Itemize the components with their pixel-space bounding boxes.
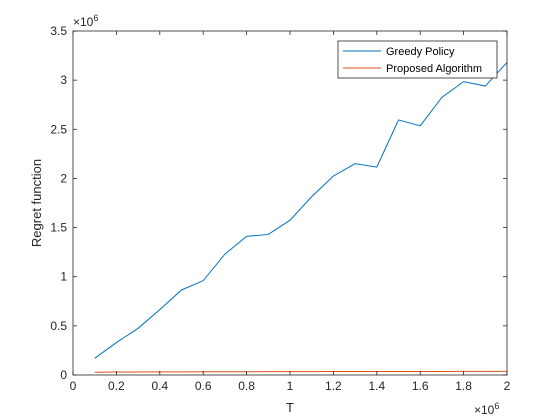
y-tick-label: 3.5	[50, 24, 67, 38]
series-layer	[94, 62, 508, 373]
x-tick-label: 0.4	[151, 379, 168, 393]
x-exponent-base: ×10	[474, 403, 495, 417]
series-line-greedy-policy	[94, 62, 508, 359]
y-tick-label: 1	[60, 270, 67, 284]
x-tick-label: 0.2	[108, 379, 125, 393]
x-axis-exponent: ×106	[474, 401, 499, 417]
legend: Greedy Policy Proposed Algorithm	[337, 40, 498, 79]
y-tick-label: 0.5	[50, 319, 67, 333]
ticks-layer: 0 0.2 0.4 0.6 0.8 1 1.2 1.4 1.6 1.8 2 0 0.5 1 1.5 2 2.5 3…	[50, 24, 510, 393]
y-tick-label: 1.5	[50, 221, 67, 235]
y-exponent-base: ×10	[73, 15, 94, 29]
x-tick-label: 0	[70, 379, 77, 393]
x-tick-label: 2	[504, 379, 511, 393]
legend-label-greedy-policy: Greedy Policy	[386, 46, 455, 58]
x-exponent-power: 6	[494, 401, 499, 411]
x-tick-label: 1.8	[455, 379, 472, 393]
x-tick-label: 1	[287, 379, 294, 393]
legend-box	[337, 40, 498, 79]
y-exponent-power: 6	[93, 13, 98, 23]
plot-area	[73, 31, 507, 375]
y-tick-label: 3	[60, 73, 67, 87]
x-tick-label: 0.6	[195, 379, 212, 393]
x-tick-label: 0.8	[238, 379, 255, 393]
legend-label-proposed-algorithm: Proposed Algorithm	[386, 63, 482, 75]
y-tick-label: 2	[60, 171, 67, 185]
x-tick-label: 1.6	[412, 379, 429, 393]
x-axis-label: T	[286, 400, 294, 415]
y-axis-exponent: ×106	[73, 13, 98, 29]
y-tick-label: 0	[60, 368, 67, 382]
plot-frame	[72, 30, 508, 376]
x-tick-label: 1.2	[325, 379, 342, 393]
series-line-proposed-algorithm	[94, 370, 508, 373]
x-tick-label: 1.4	[368, 379, 385, 393]
y-axis-label: Regret function	[29, 159, 44, 247]
y-tick-label: 2.5	[50, 122, 67, 136]
